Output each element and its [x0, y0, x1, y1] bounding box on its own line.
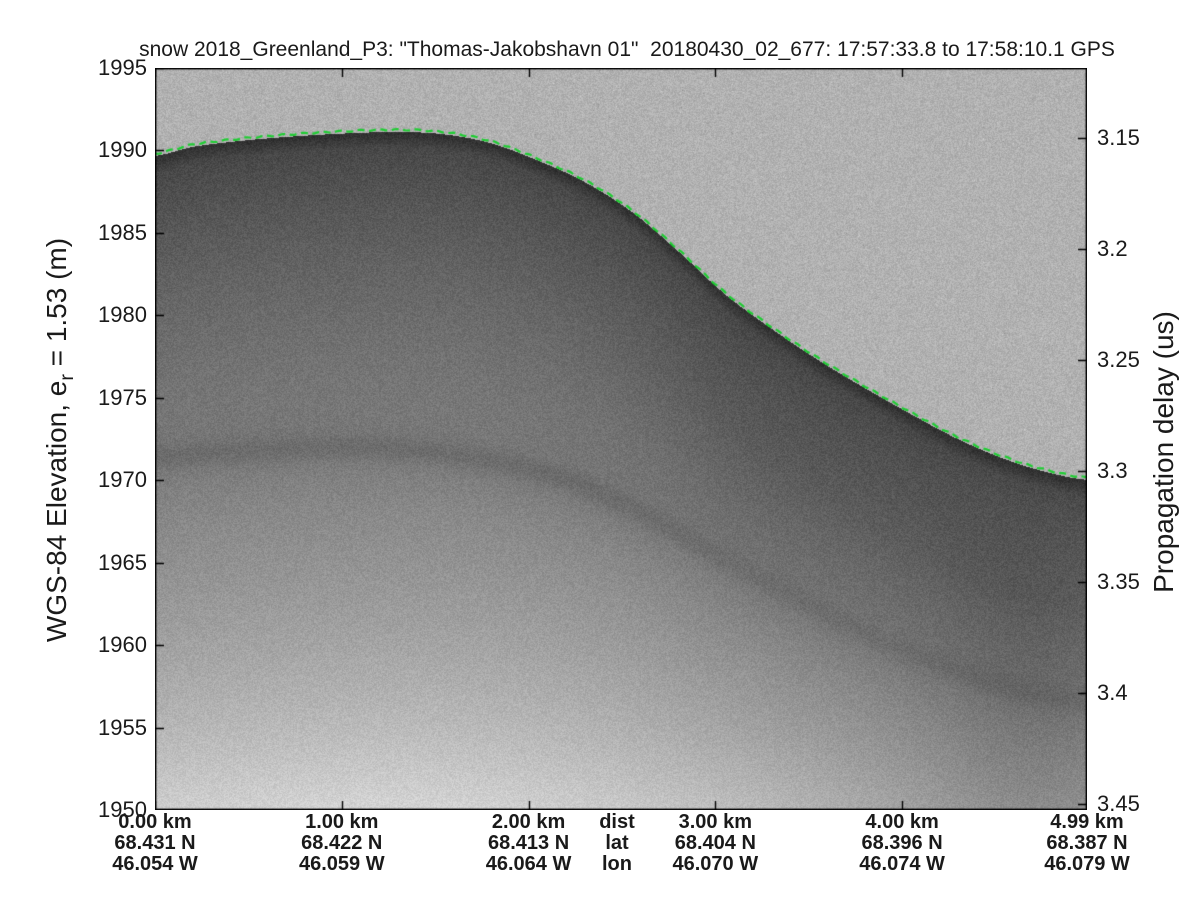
x-header-lon: lon	[602, 853, 632, 875]
y-left-tick-label: 1975	[98, 384, 147, 410]
x-label-column: 1.00 km 68.422 N 46.059 W	[299, 812, 385, 875]
x-col-lat: 68.396 N	[861, 832, 943, 854]
x-col-lon: 46.064 W	[485, 853, 572, 875]
y-left-tick-label: 1990	[98, 137, 147, 163]
x-header-lat: lat	[605, 832, 629, 854]
x-col-lat: 68.387 N	[1046, 832, 1128, 854]
left-axis-label: WGS-84 Elevation, er = 1.53 (m)	[41, 238, 79, 642]
y-right-tick-label: 3.45	[1097, 791, 1140, 816]
x-col-lon: 46.074 W	[859, 853, 945, 875]
x-label-column: 0.00 km 68.431 N 46.054 W	[112, 812, 198, 875]
y-left-tick-label: 1995	[98, 55, 147, 80]
x-col-dist: 2.00 km	[491, 811, 566, 833]
left-axis-label-pre: WGS-84 Elevation, e	[41, 380, 73, 643]
left-axis-label-post: = 1.53 (m)	[41, 237, 73, 375]
y-left-tick-label: 1965	[98, 549, 147, 575]
y-right-tick-label: 3.15	[1097, 124, 1140, 150]
y-right-tick-label: 3.2	[1097, 235, 1128, 261]
y-left-tick-label: 1960	[98, 632, 147, 658]
echogram-canvas	[155, 68, 1087, 810]
right-axis-label: Propagation delay (us)	[1148, 311, 1179, 593]
y-right-tick-label: 3.25	[1097, 346, 1140, 372]
y-left-tick-label: 1985	[98, 219, 147, 245]
x-label-column: dist lat lon	[599, 812, 635, 875]
x-label-column: 4.00 km 68.396 N 46.074 W	[859, 812, 945, 875]
x-col-lat: 68.422 N	[301, 832, 383, 854]
y-left-tick-label: 1980	[98, 302, 147, 328]
x-header-dist: dist	[599, 811, 635, 833]
x-label-column: 2.00 km 68.413 N 46.064 W	[486, 812, 572, 875]
x-col-lon: 46.054 W	[112, 853, 198, 875]
y-left-tick-label: 1955	[98, 714, 147, 740]
x-col-dist: 4.99 km	[1050, 811, 1124, 833]
x-col-lon: 46.070 W	[672, 853, 759, 875]
x-col-dist: 4.00 km	[865, 811, 939, 833]
y-right-tick-label: 3.3	[1097, 457, 1128, 483]
x-col-lon: 46.059 W	[298, 853, 385, 875]
left-axis-label-subscript: r	[55, 374, 78, 381]
x-col-dist: 0.00 km	[118, 811, 192, 833]
x-col-dist: 3.00 km	[678, 811, 753, 833]
x-label-column: 4.99 km 68.387 N 46.079 W	[1044, 812, 1130, 875]
chart-title: snow 2018_Greenland_P3: "Thomas-Jakobsha…	[139, 38, 1115, 61]
x-label-column: 3.00 km 68.404 N 46.070 W	[673, 812, 759, 875]
x-col-lat: 68.404 N	[674, 832, 756, 854]
x-col-lat: 68.431 N	[114, 832, 196, 854]
x-col-lon: 46.079 W	[1044, 853, 1130, 875]
x-col-dist: 1.00 km	[305, 811, 379, 833]
y-right-tick-label: 3.4	[1097, 679, 1128, 705]
y-left-tick-label: 1950	[98, 797, 147, 822]
x-col-lat: 68.413 N	[487, 832, 570, 854]
y-left-tick-label: 1970	[98, 467, 147, 493]
y-right-tick-label: 3.35	[1097, 568, 1140, 594]
